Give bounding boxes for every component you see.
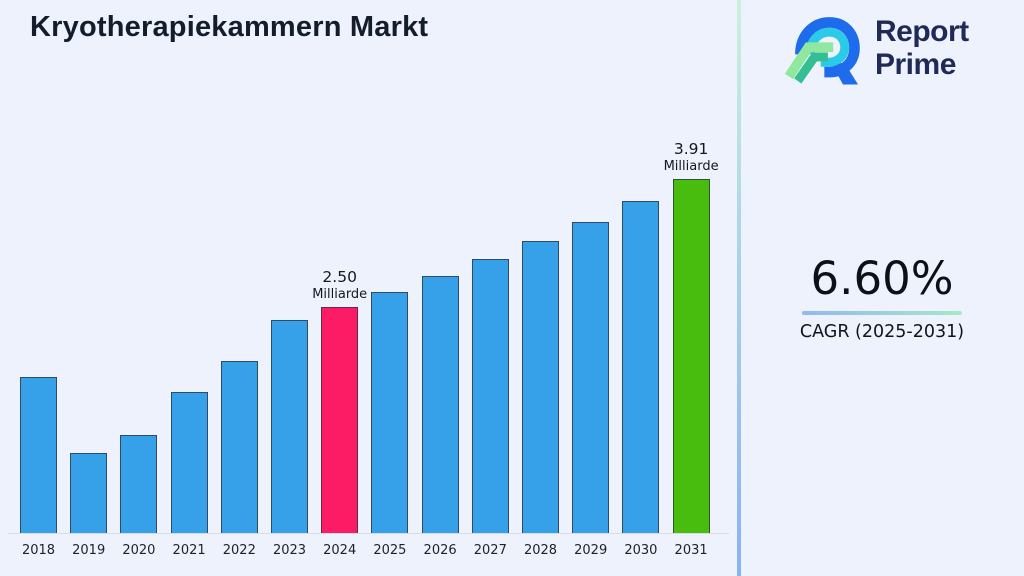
x-tick-2023: 2023	[272, 543, 307, 558]
logo-text-line1: Report	[875, 15, 969, 48]
bar-2023	[271, 320, 308, 533]
report-prime-logo-text: Report Prime	[875, 15, 969, 81]
x-tick-2024: 2024	[323, 543, 357, 558]
bar-2024	[321, 307, 359, 533]
bar-annotation-2031: 3.91 Milliarde	[651, 140, 731, 174]
bar-2025	[371, 292, 409, 533]
bar-2031	[672, 179, 710, 533]
x-axis-line	[8, 533, 729, 534]
x-tick-2019: 2019	[72, 543, 106, 558]
report-prime-logo-icon	[784, 17, 860, 85]
bar-2030	[622, 201, 660, 533]
cagr-label: CAGR (2025-2031)	[799, 322, 965, 342]
bar-chart: 2018 2019 2020 2021 2022 2023 2024 2.50 Milliard…	[8, 140, 731, 558]
x-tick-2027: 2027	[473, 543, 507, 558]
x-tick-2021: 2021	[172, 543, 206, 558]
cagr-value: 6.60%	[810, 252, 954, 305]
bar-2020	[120, 435, 158, 533]
bar-2026	[421, 276, 459, 533]
x-tick-2030: 2030	[624, 543, 658, 558]
cagr-underline	[802, 311, 962, 315]
bar-2018	[20, 377, 57, 533]
bar-2029	[572, 222, 610, 533]
bar-2028	[522, 241, 559, 533]
page-title: Kryotherapiekammern Markt	[30, 11, 429, 43]
x-tick-2022: 2022	[222, 543, 256, 558]
bar-2021	[170, 392, 208, 533]
annotation-value: 2.50	[322, 268, 357, 286]
cagr-panel: 6.60% CAGR (2025-2031)	[740, 252, 1024, 342]
annotation-unit: Milliarde	[663, 159, 719, 174]
bar-2019	[70, 453, 108, 533]
bar-annotation-2024: 2.50 Milliarde	[300, 268, 380, 302]
x-tick-2029: 2029	[574, 543, 608, 558]
x-tick-2025: 2025	[373, 543, 407, 558]
x-tick-2020: 2020	[122, 543, 156, 558]
logo-text-line2: Prime	[875, 48, 956, 81]
vertical-divider	[737, 0, 741, 576]
x-tick-2026: 2026	[423, 543, 457, 558]
bar-2027	[471, 259, 509, 533]
x-tick-2028: 2028	[523, 543, 558, 558]
annotation-unit: Milliarde	[312, 287, 368, 302]
annotation-value: 3.91	[673, 140, 709, 158]
bar-2022	[220, 361, 258, 533]
report-prime-logo: Report Prime	[781, 8, 1013, 90]
x-tick-2018: 2018	[21, 543, 56, 558]
x-tick-2031: 2031	[674, 543, 708, 558]
